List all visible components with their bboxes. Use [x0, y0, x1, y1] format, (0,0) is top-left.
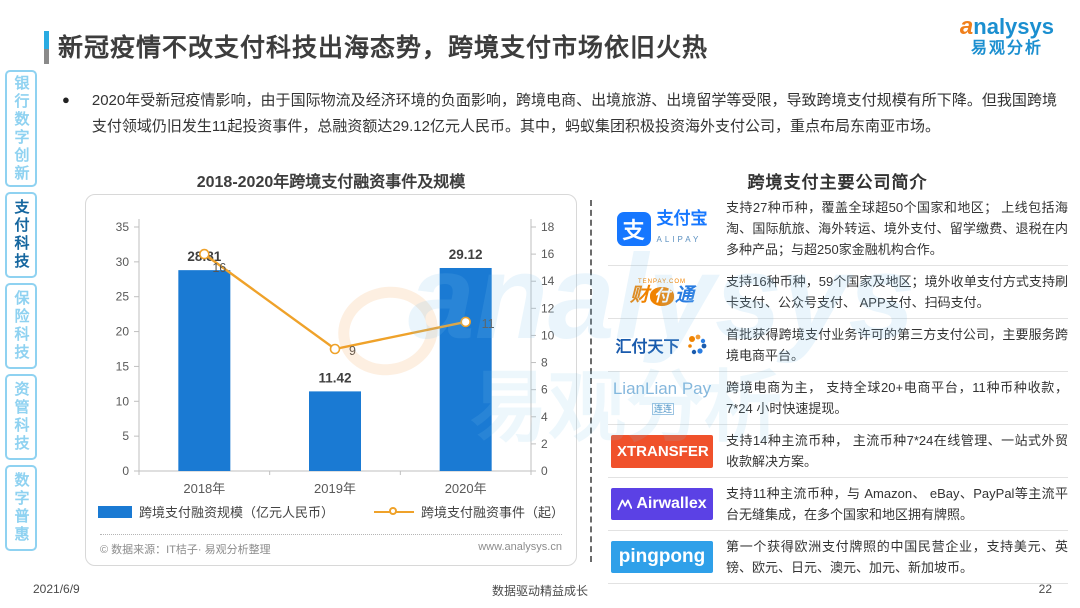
line-point-2018年 — [199, 248, 210, 260]
airwallex-wave-icon — [617, 499, 633, 510]
line-value-label: 11 — [482, 317, 495, 331]
sidebar: 银行数字创新支付科技保险科技资管科技数字普惠 — [5, 70, 39, 556]
chart-source-url[interactable]: www.analysys.cn — [478, 541, 562, 553]
chart-legend: 跨境支付融资规模（亿元人民币） 跨境支付融资事件（起） — [86, 502, 576, 521]
right-axis-tick-label: 12 — [541, 301, 555, 315]
left-axis-tick-label: 10 — [116, 394, 130, 408]
line-point-2019年 — [329, 343, 341, 355]
intro-paragraph: ● 2020年受新冠疫情影响，由于国际物流及经济环境的负面影响，跨境电商、出境旅… — [62, 88, 1057, 140]
alipay-logo-cell: 支 支付宝 ALIPAY — [608, 209, 716, 247]
chart-card: 0 5 10 15 20 25 30 35 0 2 4 6 8 10 12 14 16 18 2018年 2019年 2… — [85, 194, 577, 566]
companies-list: 支 支付宝 ALIPAY 支持27种币种，覆盖全球超50个国家和地区； 上线包括海… — [608, 192, 1068, 584]
right-axis-tick-label: 0 — [541, 464, 548, 478]
company-row-tenpay: TENPAY.COM 财付通 支持16种币种，59个国家及地区；境外收单支付方式… — [608, 266, 1068, 319]
company-row-huifu: 汇付天下 首批获得跨境支付业务许可的第三方支付公司，主要服务跨境电商平台。 — [608, 319, 1068, 372]
analysys-logo: analysys 易观分析 — [959, 13, 1054, 58]
legend-line-label: 跨境支付融资事件（起） — [421, 505, 565, 520]
analysys-logo-latin: analysys — [959, 13, 1054, 40]
x-category-label: 2020年 — [445, 481, 487, 496]
xtransfer-logo-cell: XTRANSFER — [608, 434, 716, 468]
bar-value-label: 29.12 — [449, 247, 483, 262]
legend-line-swatch — [374, 506, 414, 518]
chart-source-row: © 数据来源：IT桔子· 易观分析整理 www.analysys.cn — [100, 534, 562, 557]
line-series — [203, 253, 466, 351]
line-value-label: 16 — [212, 261, 226, 275]
right-axis-tick-label: 4 — [541, 410, 548, 424]
title-accent-bar — [44, 31, 49, 64]
legend-bar-swatch — [97, 505, 132, 518]
vertical-divider — [590, 200, 592, 562]
pingpong-logo: pingpong — [611, 541, 713, 573]
bar-2019年 — [309, 391, 361, 471]
legend-bar-label: 跨境支付融资规模（亿元人民币） — [138, 505, 334, 520]
left-axis-tick-label: 15 — [116, 359, 130, 373]
right-axis-tick-label: 2 — [541, 437, 548, 451]
company-row-alipay: 支 支付宝 ALIPAY 支持27种币种，覆盖全球超50个国家和地区； 上线包括海… — [608, 192, 1068, 266]
right-axis-tick-label: 16 — [541, 247, 555, 261]
right-axis-tick-label: 18 — [541, 220, 555, 234]
sidebar-item-3[interactable]: 保险科技 — [5, 283, 37, 369]
sidebar-item-4[interactable]: 资管科技 — [5, 374, 37, 460]
huifu-logo: 汇付天下 — [615, 333, 708, 357]
huifu-swirl-icon — [687, 334, 706, 355]
chart-title: 2018-2020年跨境支付融资事件及规模 — [196, 174, 466, 191]
sidebar-item-1[interactable]: 银行数字创新 — [5, 70, 37, 187]
page-title: 新冠疫情不改支付科技出海态势，跨境支付市场依旧火热 — [58, 34, 709, 62]
footer-page-number: 22 — [1038, 582, 1052, 596]
lianlian-description: 跨境电商为主， 支持全球20+电商平台，11种币种收款，7*24 小时快速提现。 — [726, 380, 1068, 416]
alipay-icon: 支 — [616, 211, 651, 246]
footer-date: 2021/6/9 — [33, 582, 80, 596]
tenpay-logo-cell: TENPAY.COM 财付通 — [608, 279, 716, 306]
bar-2020年 — [439, 267, 492, 471]
xtransfer-description: 支持14种主流币种， 主流币种7*24在线管理、一站式外贸收款解决方案。 — [726, 433, 1068, 469]
legend-item-line: 跨境支付融资事件（起） — [374, 502, 564, 521]
right-axis-tick-label: 14 — [541, 274, 555, 288]
huifu-logo-cell: 汇付天下 — [608, 333, 716, 357]
combo-chart: 0 5 10 15 20 25 30 35 0 2 4 6 8 10 12 14 16 18 2018年 2019年 2… — [116, 219, 555, 496]
right-axis-tick-label: 6 — [541, 383, 548, 397]
left-axis-tick-label: 30 — [116, 255, 130, 269]
company-row-lianlian: LianLian Pay连连 跨境电商为主， 支持全球20+电商平台，11种币种… — [608, 372, 1068, 425]
huifu-description: 首批获得跨境支付业务许可的第三方支付公司，主要服务跨境电商平台。 — [726, 327, 1068, 363]
left-axis-tick-label: 0 — [122, 464, 129, 478]
airwallex-logo-cell: Airwallex — [608, 488, 716, 520]
company-row-xtransfer: XTRANSFER 支持14种主流币种， 主流币种7*24在线管理、一站式外贸收… — [608, 425, 1068, 478]
sidebar-item-2[interactable]: 支付科技 — [5, 192, 37, 278]
company-row-airwallex: Airwallex 支持11种主流币种，与 Amazon、 eBay、PayPa… — [608, 478, 1068, 531]
left-axis-tick-label: 20 — [116, 325, 130, 339]
lianlian-logo-cell: LianLian Pay连连 — [608, 379, 716, 417]
company-row-pingpong: pingpong 第一个获得欧洲支付牌照的中国民营企业，支持美元、英镑、欧元、日… — [608, 531, 1068, 584]
left-axis-tick-label: 5 — [122, 429, 129, 443]
bullet-icon: ● — [62, 92, 70, 107]
airwallex-description: 支持11种主流币种，与 Amazon、 eBay、PayPal等主流平台无缝集成… — [726, 486, 1068, 522]
xtransfer-logo: XTRANSFER — [611, 434, 713, 468]
analysys-logo-cn: 易观分析 — [970, 40, 1043, 58]
tenpay-description: 支持16种币种，59个国家及地区；境外收单支付方式支持刷卡支付、公众号支付、 A… — [726, 274, 1068, 310]
pingpong-logo-cell: pingpong — [608, 541, 716, 573]
x-category-label: 2018年 — [183, 481, 225, 496]
sidebar-item-5[interactable]: 数字普惠 — [5, 465, 37, 551]
lianlian-logo: LianLian Pay连连 — [612, 379, 712, 415]
alipay-logo: 支 支付宝 ALIPAY — [616, 209, 708, 247]
airwallex-logo: Airwallex — [611, 488, 713, 520]
alipay-description: 支持27种币种，覆盖全球超50个国家和地区； 上线包括海淘、国际航旅、海外转运、… — [726, 200, 1068, 257]
left-axis-tick-label: 35 — [116, 220, 130, 234]
right-axis-tick-label: 10 — [541, 328, 555, 342]
bar-2018年 — [178, 270, 231, 471]
line-value-label: 9 — [349, 344, 356, 358]
intro-text: 2020年受新冠疫情影响，由于国际物流及经济环境的负面影响，跨境电商、出境旅游、… — [91, 92, 1057, 135]
footer-slogan: 数据驱动精益成长 — [491, 584, 588, 598]
right-axis-tick-label: 8 — [541, 356, 548, 370]
companies-title: 跨境支付主要公司简介 — [747, 173, 928, 192]
pingpong-description: 第一个获得欧洲支付牌照的中国民营企业，支持美元、英镑、欧元、日元、澳元、加元、新… — [726, 539, 1068, 575]
bar-value-label: 11.42 — [318, 370, 351, 385]
left-axis-tick-label: 25 — [116, 290, 130, 304]
chart-source-left: © 数据来源：IT桔子· 易观分析整理 — [100, 544, 271, 556]
legend-item-bar: 跨境支付融资规模（亿元人民币） — [97, 502, 334, 521]
analysys-a-mark-icon: a — [959, 13, 974, 40]
tenpay-logo: TENPAY.COM 财付通 — [629, 279, 695, 306]
line-point-2020年 — [460, 316, 471, 328]
x-category-label: 2019年 — [314, 481, 356, 496]
